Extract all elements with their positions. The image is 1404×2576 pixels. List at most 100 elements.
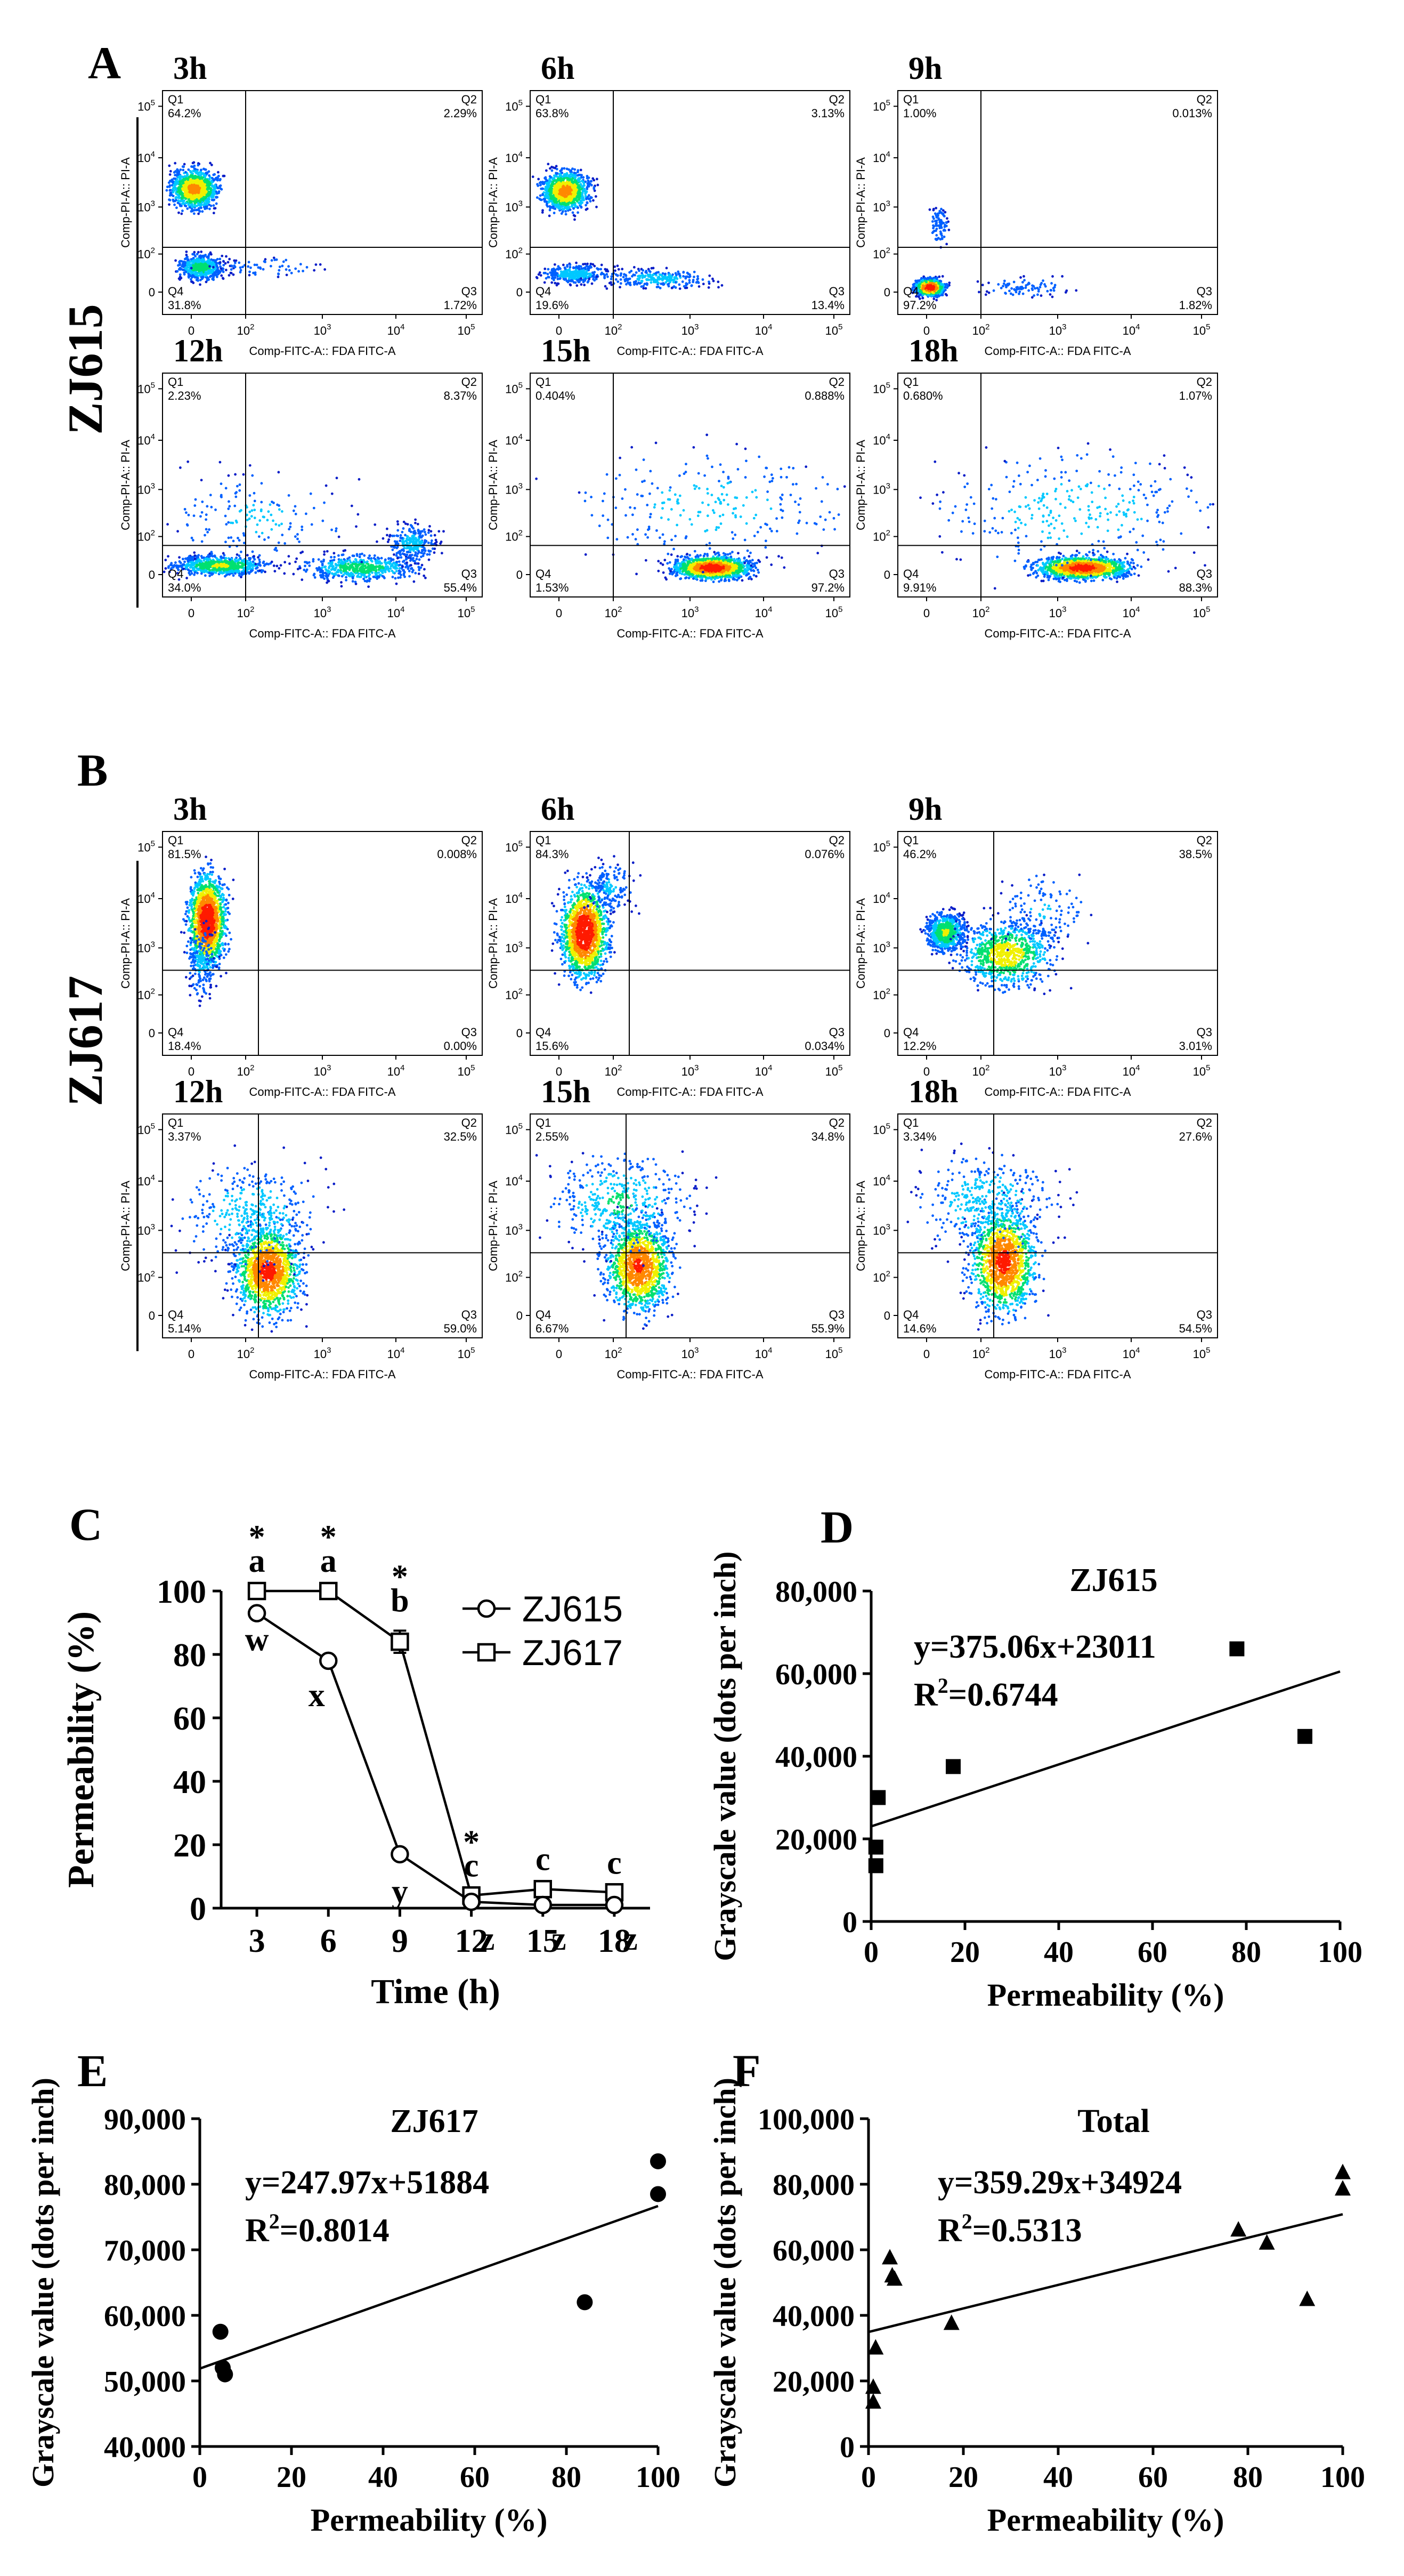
flow-event [205,268,207,270]
flow-event [599,268,602,271]
flow-event [661,282,664,285]
flow-event [550,195,553,198]
flow-event [562,264,565,267]
flow-event [591,263,594,266]
flow-event [552,166,555,169]
flow-event [214,187,217,190]
flow-event [586,201,588,204]
flow-event [637,275,639,278]
x-axis-label: Comp-FITC-A:: FDA FITC-A [249,344,396,358]
flow-event [168,165,171,167]
flow-event [551,268,554,271]
flow-event [549,167,551,170]
flow-event [920,290,923,293]
flow-event [252,272,255,274]
flow-event [297,270,300,273]
flow-event [573,218,576,221]
flow-event [196,170,198,173]
flow-event [625,277,628,280]
flow-event [644,282,646,285]
flow-event [925,281,928,284]
flow-event [620,282,622,285]
q1-value: 63.8% [535,107,569,120]
flow-event [299,263,302,265]
x-tick-label: 103 [314,322,331,337]
flow-event [593,273,595,276]
plot-title: 3h [173,51,207,86]
flow-event [657,277,660,279]
flow-event [227,261,230,264]
flow-event [539,184,542,187]
flow-event [572,267,575,269]
flow-event [642,274,644,277]
flow-event [648,270,651,272]
flow-event [565,190,568,192]
flow-event [175,199,177,201]
flow-event [190,267,193,270]
flow-event [567,281,570,284]
flow-event [605,287,608,290]
y-axis-label: Comp-PI-A:: PI-A [119,157,132,248]
flow-event [555,200,557,203]
flow-event [553,277,555,279]
flow-event [647,273,650,276]
flow-event [190,196,193,199]
flow-event [215,262,218,264]
flow-event [550,185,553,188]
flow-event [625,283,628,286]
flow-event [190,263,192,266]
flow-event [563,167,566,170]
y-tick-label: 103 [505,199,523,214]
flow-event [565,206,567,209]
flow-event [214,207,217,209]
flow-event [233,260,236,262]
flow-event [567,202,570,205]
flow-event [177,199,180,202]
flow-event [572,274,574,277]
flow-event [581,196,584,198]
flow-event [558,173,561,176]
flow-event [580,183,582,185]
flow-event [216,258,219,261]
flow-event [194,262,197,265]
flow-event [190,174,192,176]
flow-event [578,268,581,270]
flow-event [595,195,597,198]
flow-event [178,180,181,183]
flow-event [190,271,192,273]
flow-event [554,271,557,273]
flow-event [556,183,558,185]
flow-event [169,173,172,176]
flow-event [945,283,948,286]
flow-event [168,203,171,206]
flow-event [185,202,188,205]
flow-event [688,279,691,281]
x-tick-label: 104 [755,322,773,337]
q2-label: Q2 [829,93,845,106]
flow-event [287,265,290,268]
flow-event [211,196,214,198]
flow-event [671,273,674,276]
flow-event [206,279,209,281]
flow-event [184,171,187,174]
flow-event [668,282,670,285]
flow-event [539,195,542,197]
flow-event [545,185,547,188]
flow-event [669,277,671,280]
flow-event [220,274,223,277]
flow-event [187,168,190,171]
flow-event [213,204,215,207]
flow-event [583,184,586,187]
flow-event [938,282,940,285]
flow-event [182,169,184,172]
flow-event [551,178,554,181]
flow-event [581,180,583,182]
q4-label: Q4 [535,285,551,298]
flow-event [702,282,705,285]
flow-event [589,200,592,203]
y-tick-label: 0 [516,286,523,299]
flow-event [225,255,228,258]
flow-event [551,169,554,172]
q1-label: Q1 [168,93,183,106]
